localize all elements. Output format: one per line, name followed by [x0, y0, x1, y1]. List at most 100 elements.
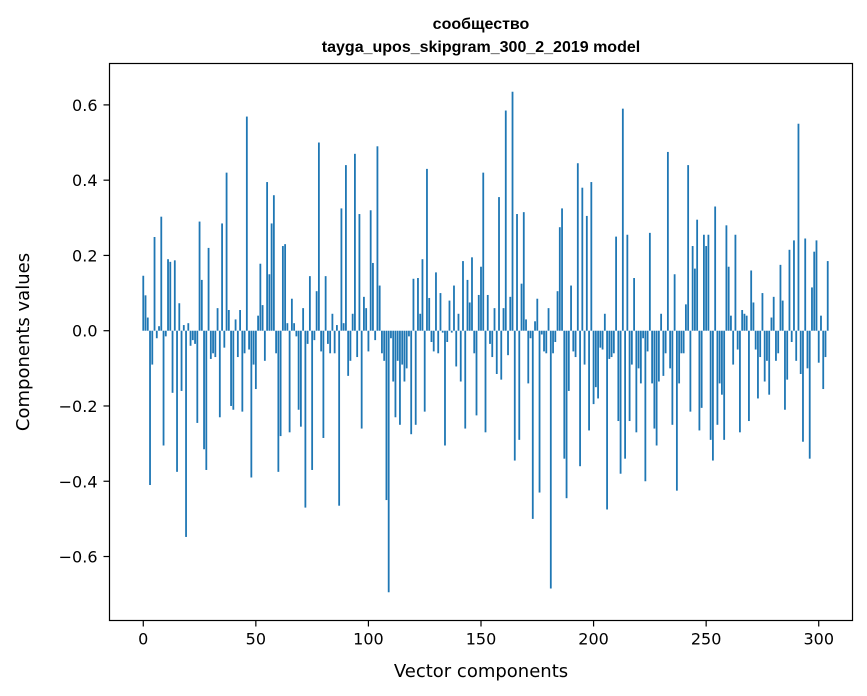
bar	[243, 330, 246, 354]
bar	[448, 300, 451, 331]
bar	[716, 330, 719, 425]
bar	[581, 187, 584, 331]
bar	[401, 330, 404, 365]
bar	[277, 330, 280, 472]
y-tick-label: −0.2	[59, 397, 98, 416]
bar	[227, 310, 230, 331]
x-tick-label: 200	[578, 630, 609, 649]
bar	[459, 330, 462, 382]
y-tick-label: 0.0	[72, 322, 97, 341]
bar	[225, 172, 228, 331]
bar	[594, 330, 597, 388]
bar	[236, 330, 239, 358]
bar	[410, 330, 413, 435]
bar	[500, 330, 503, 380]
bar	[826, 261, 829, 331]
bar	[583, 330, 586, 365]
bar	[338, 330, 341, 506]
bar	[603, 313, 606, 331]
bar	[709, 330, 712, 440]
bar	[653, 330, 656, 429]
y-axis-label: Components values	[13, 253, 34, 431]
bar	[317, 142, 320, 331]
bar	[194, 330, 196, 344]
bar	[198, 221, 201, 331]
bar	[644, 330, 647, 482]
bar	[354, 153, 356, 331]
bar	[786, 330, 789, 380]
bar	[799, 330, 802, 374]
bar	[218, 330, 221, 418]
bar	[761, 293, 764, 331]
x-tick-label: 50	[246, 630, 266, 649]
bar	[275, 330, 278, 354]
bar	[730, 315, 732, 331]
bar	[412, 278, 415, 331]
x-axis-label: Vector components	[394, 661, 568, 682]
bar	[626, 234, 629, 331]
bar	[680, 330, 683, 354]
bar	[144, 295, 147, 331]
bar	[739, 330, 741, 433]
bar	[664, 330, 667, 354]
bar	[522, 212, 525, 331]
bar	[203, 330, 205, 450]
bar	[687, 165, 690, 331]
bar	[372, 262, 374, 331]
bar	[475, 330, 478, 416]
bar	[624, 330, 626, 459]
bar	[347, 330, 350, 376]
bar	[549, 330, 552, 589]
bar	[576, 163, 579, 331]
bar	[725, 225, 728, 331]
bar	[356, 330, 359, 358]
bar	[394, 330, 397, 418]
bar	[637, 330, 640, 369]
bar	[669, 330, 672, 369]
bar	[403, 330, 406, 382]
bar	[507, 330, 509, 356]
bar	[540, 330, 543, 335]
bar	[383, 330, 386, 361]
bar	[146, 317, 149, 331]
bar	[572, 330, 575, 352]
bar	[272, 195, 275, 331]
bar	[543, 330, 545, 352]
y-tick-label: −0.4	[59, 472, 98, 491]
bar	[806, 330, 809, 369]
bar	[545, 330, 548, 354]
bar	[205, 330, 208, 470]
bar	[484, 330, 487, 433]
bar	[534, 321, 536, 331]
bar	[754, 330, 757, 350]
bar	[385, 330, 388, 501]
bar	[151, 330, 154, 365]
bar	[748, 330, 750, 422]
bar	[263, 330, 266, 361]
bar	[757, 330, 759, 399]
bar	[612, 330, 615, 354]
bar	[435, 272, 437, 331]
y-tick-label: −0.6	[59, 548, 98, 567]
bar	[167, 259, 169, 331]
bar	[417, 278, 419, 331]
bar	[750, 270, 753, 331]
bar	[772, 296, 775, 331]
bar	[759, 330, 762, 358]
bar	[727, 266, 730, 331]
bar	[178, 303, 181, 331]
bar	[797, 123, 800, 331]
bar	[793, 240, 795, 331]
bar	[775, 330, 777, 361]
y-tick-label: 0.2	[72, 246, 97, 265]
bar	[259, 263, 262, 331]
bar	[808, 330, 811, 459]
bar	[520, 283, 523, 331]
bar	[642, 330, 645, 339]
bar	[558, 227, 561, 331]
bar	[378, 285, 381, 331]
bar	[293, 323, 296, 331]
bar	[290, 298, 293, 331]
bar	[743, 313, 746, 331]
